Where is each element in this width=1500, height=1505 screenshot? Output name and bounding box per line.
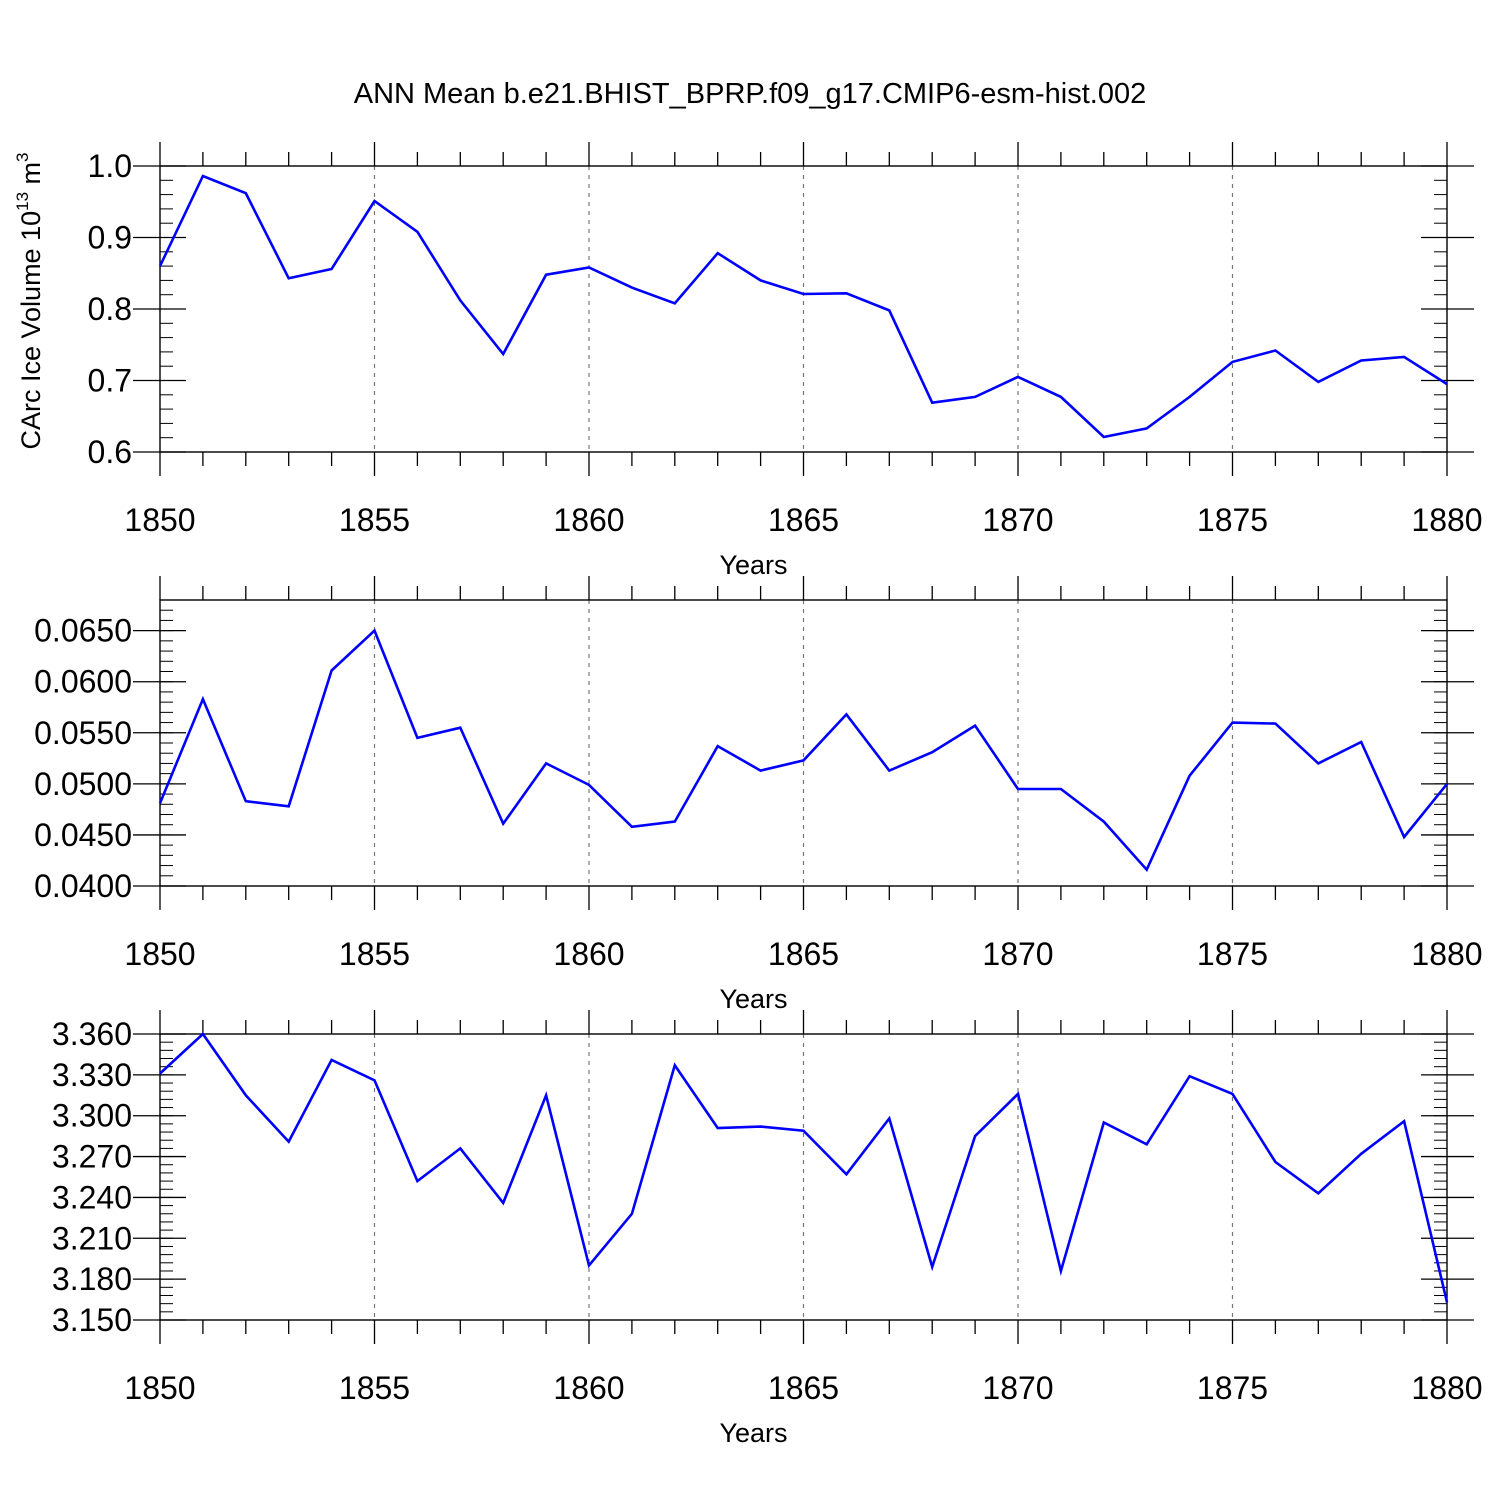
chart-title: ANN Mean b.e21.BHIST_BPRP.f09_g17.CMIP6-… bbox=[354, 78, 1147, 110]
y-tick-label: 0.7 bbox=[88, 363, 132, 399]
x-tick-label: 1870 bbox=[982, 936, 1053, 972]
x-tick-label: 1850 bbox=[124, 1370, 195, 1406]
y-axis-label-part: CArc Ice Volume 10 bbox=[16, 211, 46, 450]
y-tick-label: 3.210 bbox=[52, 1220, 132, 1256]
x-tick-label: 1875 bbox=[1197, 1370, 1268, 1406]
x-axis-label: Years bbox=[719, 984, 787, 1014]
y-tick-label: 0.0500 bbox=[34, 766, 132, 802]
panel-3: 3.150 3.180 3.210 3.240 3.270 3.300 3.330 3.360… bbox=[52, 1010, 1483, 1448]
y-tick-label: 3.150 bbox=[52, 1302, 132, 1338]
y-tick-label: 0.0400 bbox=[34, 868, 132, 904]
x-tick-label: 1870 bbox=[982, 1370, 1053, 1406]
x-tick-label: 1860 bbox=[553, 936, 624, 972]
x-tick-label: 1880 bbox=[1411, 502, 1482, 538]
panel-2: 0.0400 0.0450 0.0500 0.0550 0.0600 0.0650 1850… bbox=[34, 576, 1482, 1014]
x-tick-label: 1880 bbox=[1411, 1370, 1482, 1406]
panel-1: 0.6 0.7 0.8 0.9 1.0 1850 1855 1860 1865 1870 1875 1… bbox=[13, 142, 1483, 580]
x-tick-label: 1870 bbox=[982, 502, 1053, 538]
series-line bbox=[160, 176, 1447, 437]
y-tick-label: 1.0 bbox=[88, 148, 132, 184]
x-tick-label: 1865 bbox=[768, 1370, 839, 1406]
y-tick-label: 3.300 bbox=[52, 1098, 132, 1134]
y-tick-label: 3.360 bbox=[52, 1016, 132, 1052]
y-tick-label: 0.0450 bbox=[34, 817, 132, 853]
x-axis-label: Years bbox=[719, 550, 787, 580]
x-axis-label: Years bbox=[719, 1418, 787, 1448]
x-tick-label: 1860 bbox=[553, 1370, 624, 1406]
y-axis-label-superscript: 3 bbox=[13, 152, 32, 161]
x-tick-label: 1860 bbox=[553, 502, 624, 538]
x-tick-label: 1855 bbox=[339, 936, 410, 972]
x-tick-label: 1855 bbox=[339, 502, 410, 538]
y-axis-label-part: m bbox=[16, 162, 46, 192]
y-tick-label: 0.0550 bbox=[34, 715, 132, 751]
y-tick-label: 0.0650 bbox=[34, 613, 132, 649]
y-tick-label: 0.0600 bbox=[34, 664, 132, 700]
y-axis-label: CArc Ice Volume 1013 m3 bbox=[13, 152, 46, 449]
x-tick-label: 1865 bbox=[768, 936, 839, 972]
y-tick-label: 0.8 bbox=[88, 291, 132, 327]
y-tick-label: 3.180 bbox=[52, 1261, 132, 1297]
x-tick-label: 1865 bbox=[768, 502, 839, 538]
y-axis-label-superscript: 13 bbox=[13, 192, 32, 211]
y-tick-label: 3.240 bbox=[52, 1179, 132, 1215]
x-tick-label: 1875 bbox=[1197, 936, 1268, 972]
x-tick-label: 1850 bbox=[124, 936, 195, 972]
x-tick-label: 1880 bbox=[1411, 936, 1482, 972]
y-tick-label: 0.6 bbox=[88, 434, 132, 470]
x-tick-label: 1875 bbox=[1197, 502, 1268, 538]
y-tick-label: 3.330 bbox=[52, 1057, 132, 1093]
x-tick-label: 1850 bbox=[124, 502, 195, 538]
y-tick-label: 3.270 bbox=[52, 1139, 132, 1175]
y-tick-label: 0.9 bbox=[88, 220, 132, 256]
x-tick-label: 1855 bbox=[339, 1370, 410, 1406]
